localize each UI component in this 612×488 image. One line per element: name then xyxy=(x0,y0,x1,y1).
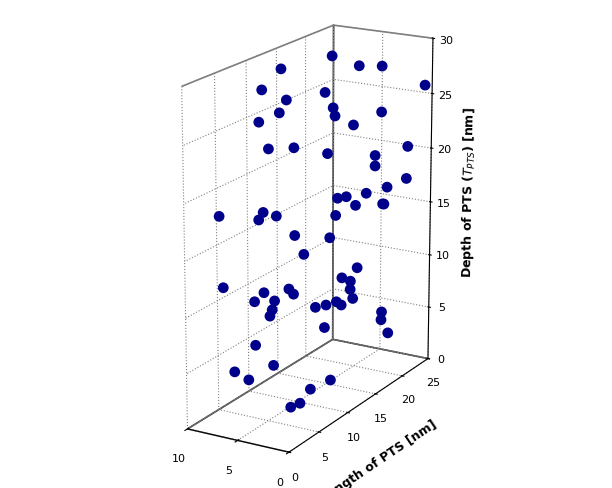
Y-axis label: Length of PTS [nm]: Length of PTS [nm] xyxy=(318,418,439,488)
